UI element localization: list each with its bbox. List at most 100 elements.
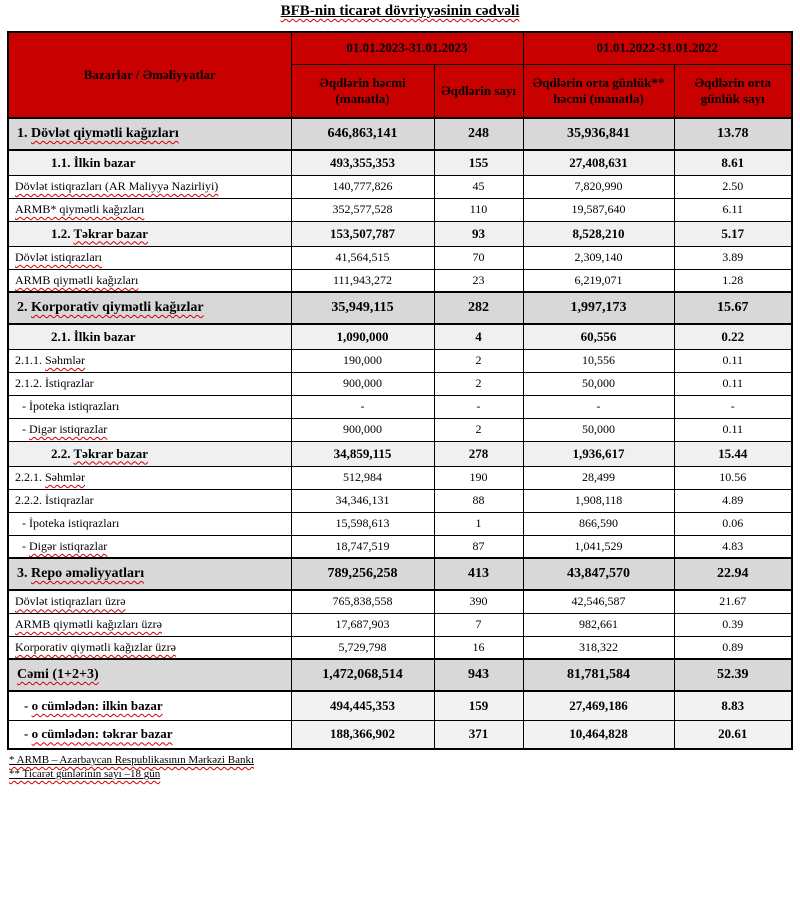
row-value: 1.28 [673, 268, 793, 293]
row-label: 2.1. İlkin bazar [7, 323, 292, 350]
row-label-text: İpoteka istiqrazları [29, 516, 120, 530]
row-value: 88 [433, 488, 524, 513]
table-row: 2. Korporativ qiymətli kağızlar 35,949,11… [7, 291, 793, 325]
row-value: 45 [433, 174, 524, 199]
row-label-prefix: 3. [17, 566, 31, 581]
header-subcolumn-row: Əqdlərin həcmi (manatla) Əqdlərin sayı Ə… [8, 63, 793, 119]
row-value: 278 [433, 440, 524, 467]
row-value: 6.11 [673, 197, 793, 222]
row-label-text: Dövlət istiqrazları üzrə [15, 594, 126, 609]
row-label-prefix: 2. [17, 300, 31, 315]
row-value: 982,661 [522, 612, 675, 637]
row-value: 20.61 [673, 719, 793, 750]
row-value: 34,346,131 [290, 488, 435, 513]
table-row: Dövlət istiqrazları (AR Maliyyə Nazirliy… [7, 174, 793, 199]
row-label-text: İstiqrazlar [45, 493, 94, 507]
table-row: - İpoteka istiqrazları 15,598,613 1 866,590… [7, 511, 793, 536]
table-row: Korporativ qiymətli kağızlar üzrə 5,729,7… [7, 635, 793, 660]
column-header-avg-daily-count-2022-label: Əqdlərin orta günlük sayı [694, 74, 771, 106]
footnote-armb-text: * ARMB – Azərbaycan Respublikasının Mərk… [9, 754, 255, 766]
table-row: - Digər istiqrazlar 900,000 2 50,000 0.11 [7, 417, 793, 442]
row-label-text: o cümlədən: ilkin bazar [31, 697, 163, 713]
row-value: 18,747,519 [290, 534, 435, 559]
page-title: BFB-nin ticarət dövriyyəsinin cədvəli [0, 3, 800, 20]
row-value: 21.67 [673, 589, 793, 614]
row-value: 52.39 [673, 658, 793, 692]
footnote-armb: * ARMB – Azərbaycan Respublikasının Mərk… [9, 753, 800, 767]
row-label-text: İstiqrazlar [45, 376, 94, 390]
row-value: 866,590 [522, 511, 675, 536]
row-label-prefix: 2.2. [51, 445, 74, 461]
row-value: 2 [433, 371, 524, 396]
row-label: Dövlət istiqrazları [7, 245, 292, 270]
table-row: 3. Repo əməliyyatları 789,256,258 413 43,84… [7, 557, 793, 591]
row-label-prefix: - [22, 516, 29, 530]
row-label: Korporativ qiymətli kağızlar üzrə [7, 635, 292, 660]
footnote-trading-days: ** Ticarət günlərinin sayı –18 gün [9, 767, 800, 781]
row-value: 27,469,186 [522, 690, 675, 721]
column-header-markets-operations: Bazarlar / Əməliyyatlar [7, 31, 292, 119]
row-value: 6,219,071 [522, 268, 675, 293]
row-label: - o cümlədən: ilkin bazar [7, 690, 292, 721]
row-label-prefix: - [22, 422, 29, 436]
row-value: 2.50 [673, 174, 793, 199]
row-value: 1,908,118 [522, 488, 675, 513]
row-value: 0.06 [673, 511, 793, 536]
row-value: 190,000 [290, 348, 435, 373]
column-header-volume-2023-label: Əqdlərin həcmi (manatla) [319, 74, 406, 106]
table-row: 2.1. İlkin bazar 1,090,000 4 60,556 0.22 [7, 323, 793, 350]
row-label-text: İpoteka istiqrazları [29, 399, 120, 413]
row-value: 15,598,613 [290, 511, 435, 536]
row-value: 140,777,826 [290, 174, 435, 199]
row-label: - İpoteka istiqrazları [7, 394, 292, 419]
row-value: 2,309,140 [522, 245, 675, 270]
row-label: ARMB qiymətli kağızları üzrə [7, 612, 292, 637]
row-label-text: Dövlət istiqrazları [15, 250, 102, 264]
row-value: 1,997,173 [522, 291, 675, 325]
row-value: - [522, 394, 675, 419]
row-value: 765,838,558 [290, 589, 435, 614]
row-value: 13.78 [673, 117, 793, 151]
row-label: ARMB* qiymətli kağızları [7, 197, 292, 222]
table-row: 2.2.2. İstiqrazlar 34,346,131 88 1,908,118 4… [7, 488, 793, 513]
row-label: 2.2.1. Səhmlər [7, 465, 292, 490]
row-value: 900,000 [290, 417, 435, 442]
row-label-text: İlkin bazar [73, 154, 136, 170]
table-row: 1.2. Təkrar bazar 153,507,787 93 8,528,210 5… [7, 220, 793, 247]
table-row: - o cümlədən: təkrar bazar 188,366,902 371… [7, 719, 793, 750]
table-row: 2.1.2. İstiqrazlar 900,000 2 50,000 0.11 [7, 371, 793, 396]
row-value: - [673, 394, 793, 419]
row-value: 155 [433, 149, 524, 176]
row-label-text: Təkrar bazar [73, 225, 149, 241]
row-label-prefix: 2.1.1. [15, 353, 45, 367]
document-page: BFB-nin ticarət dövriyyəsinin cədvəli Ba… [0, 3, 800, 781]
row-label-prefix: - [24, 726, 32, 742]
row-value: 35,949,115 [290, 291, 435, 325]
row-value: 7 [433, 612, 524, 637]
row-value: 50,000 [522, 371, 675, 396]
row-value: 2 [433, 417, 524, 442]
column-header-avg-daily-volume-2022-label: Əqdlərin orta günlük** həcmi (manatla) [532, 74, 665, 106]
column-header-count-2023-label: Əqdlərin sayı [441, 82, 516, 98]
table-row: Dövlət istiqrazları üzrə 765,838,558 390 42… [7, 589, 793, 614]
row-label-text: ARMB* qiymətli kağızları [15, 202, 145, 216]
row-value: 188,366,902 [290, 719, 435, 750]
row-value: 28,499 [522, 465, 675, 490]
row-value: 190 [433, 465, 524, 490]
row-value: 0.11 [673, 371, 793, 396]
row-value: 4.83 [673, 534, 793, 559]
row-label-prefix: 1.1. [51, 154, 74, 170]
column-header-avg-daily-count-2022: Əqdlərin orta günlük sayı [673, 63, 793, 119]
row-value: 318,322 [522, 635, 675, 660]
row-label-text: Səhmlər [45, 470, 85, 484]
row-value: 87 [433, 534, 524, 559]
row-label: 2. Korporativ qiymətli kağızlar [7, 291, 292, 325]
row-label: Dövlət istiqrazları (AR Maliyyə Nazirliy… [7, 174, 292, 199]
period-header-2023-label: 01.01.2023-31.01.2023 [346, 40, 468, 56]
row-value: 22.94 [673, 557, 793, 591]
column-header-markets-operations-label: Bazarlar / Əməliyyatlar [83, 66, 216, 82]
table-header: Bazarlar / Əməliyyatlar 01.01.2023-31.01… [7, 31, 793, 119]
table-body: 1. Dövlət qiymətli kağızları 646,863,141 2… [7, 117, 793, 750]
table-row: 1. Dövlət qiymətli kağızları 646,863,141 2… [7, 117, 793, 151]
row-value: 110 [433, 197, 524, 222]
